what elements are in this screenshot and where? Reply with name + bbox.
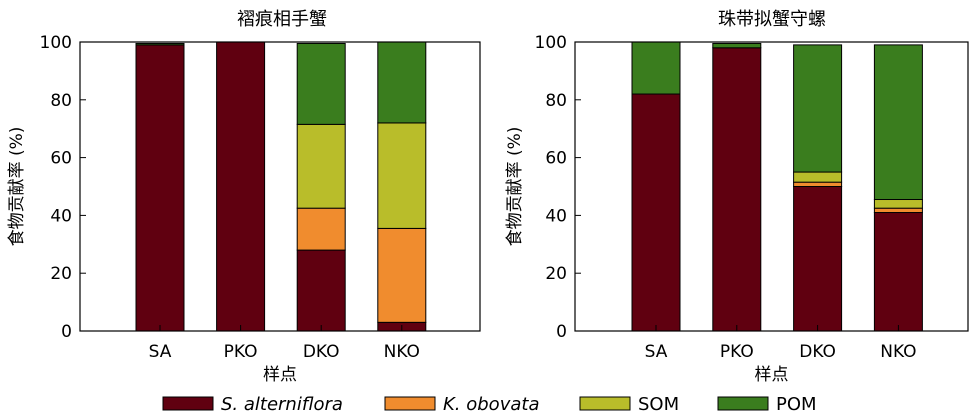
bar-segment-nko-som <box>873 199 923 209</box>
legend-swatch-k-obovata <box>384 396 436 411</box>
x-tick-label: SA <box>149 342 172 362</box>
x-axis-title: 样点 <box>263 365 297 385</box>
bar-segment-sa-s-alterniflora <box>631 93 681 332</box>
chart-panel-right: 珠带拟蟹守螺 SA PKO DKO NKO 0 20 40 60 80 100 样点 食物贡献率 (%) <box>505 9 969 385</box>
y-tick-label: 80 <box>50 91 72 111</box>
bar-segment-dko-k-obovata <box>793 181 843 187</box>
bar-segment-sa-pom <box>135 42 185 46</box>
legend-label: K. obovata <box>443 394 539 415</box>
legend-swatch-s-alterniflora <box>162 396 214 411</box>
bar-segment-dko-som <box>793 171 843 183</box>
y-tick-label: 100 <box>535 33 567 53</box>
bar-segment-dko-k-obovata <box>296 207 346 251</box>
bar-segment-dko-som <box>296 123 346 209</box>
x-tick-label: DKO <box>303 342 340 362</box>
bar-segment-pko-s-alterniflora <box>712 47 762 332</box>
bar-segment-nko-pom <box>873 44 923 201</box>
y-tick-label: 20 <box>50 264 72 284</box>
y-tick-label: 60 <box>545 149 567 169</box>
legend-label: SOM <box>638 394 679 415</box>
y-tick-label: 0 <box>61 322 72 342</box>
bar-segment-dko-s-alterniflora <box>793 186 843 332</box>
bar-segment-dko-s-alterniflora <box>296 249 346 332</box>
y-tick-label: 100 <box>40 33 72 53</box>
chart-title: 珠带拟蟹守螺 <box>718 9 826 30</box>
chart-title: 褶痕相手蟹 <box>237 9 327 30</box>
bar-segment-sa-pom <box>631 41 681 95</box>
x-tick-label: SA <box>645 342 668 362</box>
y-tick-label: 40 <box>50 206 72 226</box>
legend-swatch-pom <box>717 396 769 411</box>
legend-label: POM <box>776 394 817 415</box>
legend: S. alterniflora K. obovata SOM POM <box>162 394 817 415</box>
y-tick-label: 20 <box>545 264 567 284</box>
legend-swatch-som <box>579 396 631 411</box>
y-axis-title: 食物贡献率 (%) <box>7 127 27 247</box>
bar-segment-pko-s-alterniflora <box>216 41 266 332</box>
chart-panel-left: 褶痕相手蟹 SA PKO DKO NKO 0 20 40 60 80 100 样点 食物贡献率 (%) <box>7 9 481 385</box>
y-tick-label: 80 <box>545 91 567 111</box>
bar-segment-pko-pom <box>712 42 762 49</box>
x-tick-label: PKO <box>224 342 258 362</box>
plot-frame <box>79 41 481 332</box>
bar-segment-dko-pom <box>296 42 346 125</box>
x-tick-label: DKO <box>799 342 836 362</box>
bar-segment-nko-som <box>377 122 427 229</box>
y-tick-label: 0 <box>556 322 567 342</box>
bar-segment-nko-pom <box>377 41 427 124</box>
x-tick-label: NKO <box>880 342 916 362</box>
y-tick-label: 40 <box>545 206 567 226</box>
bar-segment-nko-k-obovata <box>377 227 427 323</box>
x-tick-label: PKO <box>720 342 754 362</box>
bar-segment-nko-s-alterniflora <box>873 212 923 332</box>
legend-label: S. alterniflora <box>221 394 343 415</box>
y-axis-title: 食物贡献率 (%) <box>505 127 525 247</box>
bar-segment-sa-s-alterniflora <box>135 44 185 332</box>
bar-segment-nko-k-obovata <box>873 207 923 214</box>
y-tick-label: 60 <box>50 149 72 169</box>
plot-frame <box>574 41 969 332</box>
bar-segment-dko-pom <box>793 44 843 173</box>
x-axis-title: 样点 <box>755 365 789 385</box>
x-tick-label: NKO <box>384 342 420 362</box>
